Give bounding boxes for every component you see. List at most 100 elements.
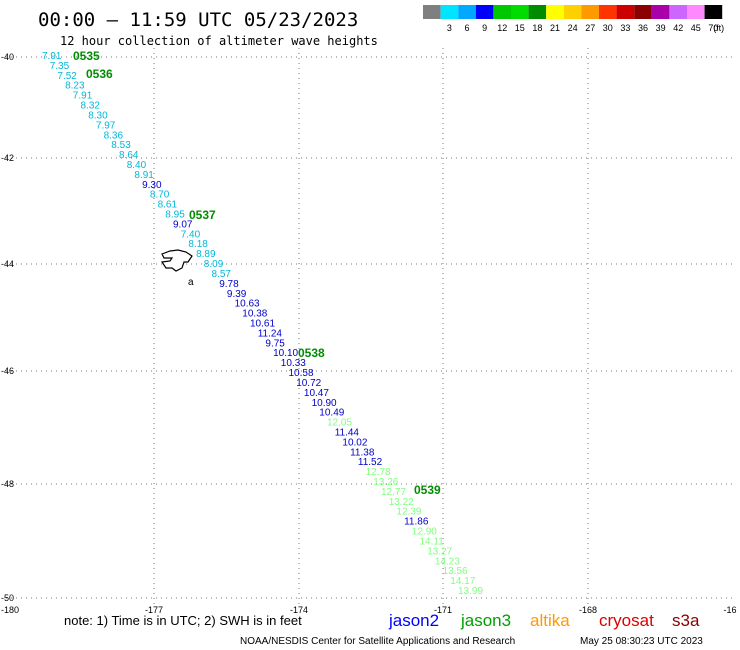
legend-swatch (704, 5, 723, 19)
lat-tick-label: -44 (1, 259, 14, 269)
color-legend: 3 6 9 12 15 18 21 24 27 30 33 36 39 42 45 70(ft) (423, 5, 724, 33)
wave-height-track: 7.917.357.528.237.918.328.307.978.368.53… (42, 51, 483, 597)
time-label: 0536 (86, 67, 113, 81)
footer-note: note: 1) Time is in UTC; 2) SWH is in fe… (64, 613, 302, 628)
lon-tick-label: -180 (1, 605, 19, 615)
legend-swatch (581, 5, 599, 19)
wave-height-label: 9.78 (219, 279, 239, 290)
page-title: 00:00 — 11:59 UTC 05/23/2023 (38, 9, 358, 31)
legend-label: 24 (568, 23, 578, 33)
wave-height-label: 7.91 (42, 51, 62, 62)
legend-swatch (423, 5, 441, 19)
footer-credit: NOAA/NESDIS Center for Satellite Applica… (240, 636, 515, 647)
wave-height-label: 7.91 (73, 91, 93, 102)
satellite-name: cryosat (599, 611, 654, 630)
legend-label: 21 (550, 23, 560, 33)
lon-tick-label: -174 (290, 605, 308, 615)
lat-tick-label: -50 (1, 593, 14, 603)
wave-height-label: 10.63 (235, 299, 260, 310)
wave-height-label: 8.23 (65, 81, 85, 92)
legend-swatch (493, 5, 511, 19)
wave-height-label: 8.61 (158, 200, 178, 211)
page-subtitle: 12 hour collection of altimeter wave hei… (60, 34, 378, 48)
legend-label: 70 (708, 23, 718, 33)
lon-tick-label: -168 (579, 605, 597, 615)
satellite-legend: jason2 jason3 altika cryosat s3a (388, 611, 700, 630)
wave-height-label: 10.90 (312, 398, 337, 409)
wave-height-label: 13.27 (427, 546, 452, 557)
satellite-name: jason3 (460, 611, 511, 630)
time-label: 0535 (73, 49, 100, 63)
wave-height-label: 9.07 (173, 219, 193, 230)
wave-height-label: 9.75 (265, 338, 285, 349)
time-labels: 0535 0536 0537 0538 0539 (73, 49, 441, 497)
wave-height-label: 8.32 (81, 101, 101, 112)
island-outline (160, 249, 193, 272)
legend-label: 42 (673, 23, 683, 33)
legend-label: 27 (585, 23, 595, 33)
wave-height-label: 12.05 (327, 418, 352, 429)
wave-height-label: 13.22 (389, 497, 414, 508)
legend-swatch (440, 5, 459, 19)
wave-height-label: 8.40 (127, 160, 147, 171)
legend-label: 6 (464, 23, 469, 33)
lat-tick-label: -40 (1, 52, 14, 62)
legend-swatch (528, 5, 547, 19)
satellite-name: jason2 (388, 611, 439, 630)
wave-height-label: 11.52 (358, 457, 383, 468)
wave-height-label: 13.26 (373, 477, 398, 488)
wave-height-label: 10.49 (319, 408, 344, 419)
wave-height-label: 12.77 (381, 487, 406, 498)
legend-swatch (458, 5, 476, 19)
legend-label: 30 (603, 23, 613, 33)
time-label: 0538 (298, 346, 325, 360)
legend-swatch (634, 5, 652, 19)
wave-height-label: 7.40 (181, 229, 201, 240)
wave-height-label: 12.39 (396, 507, 421, 518)
legend-label: 12 (497, 23, 507, 33)
lon-tick-label: -16 (723, 605, 736, 615)
wave-height-label: 8.30 (88, 110, 108, 121)
wave-height-label: 11.24 (258, 328, 283, 339)
lon-tick-label: -171 (434, 605, 452, 615)
satellite-name: s3a (672, 611, 700, 630)
wave-height-label: 10.72 (296, 378, 321, 389)
legend-swatch (563, 5, 582, 19)
wave-height-label: 10.61 (250, 319, 275, 330)
legend-swatch (651, 5, 670, 19)
wave-height-label: 9.39 (227, 289, 247, 300)
legend-label: 39 (656, 23, 666, 33)
wave-height-label: 8.91 (134, 170, 154, 181)
legend-label: 18 (532, 23, 542, 33)
wave-height-label: 8.57 (212, 269, 232, 280)
legend-label: 3 (447, 23, 452, 33)
legend-swatch (546, 5, 564, 19)
wave-height-label: 13.56 (443, 566, 468, 577)
legend-unit: (ft) (713, 23, 724, 33)
wave-height-label: 12.90 (412, 527, 437, 538)
lat-tick-label: -46 (1, 366, 14, 376)
legend-swatch (687, 5, 705, 19)
legend-label: 36 (638, 23, 648, 33)
legend-label: 33 (620, 23, 630, 33)
time-label: 0537 (189, 208, 216, 222)
wave-height-label: 7.35 (50, 61, 70, 72)
wave-height-label: 8.53 (111, 140, 131, 151)
wave-height-label: 11.86 (404, 517, 429, 528)
wave-height-label: 10.02 (342, 437, 367, 448)
wave-height-label: 10.10 (273, 348, 298, 359)
satellite-name: altika (530, 611, 570, 630)
footer-timestamp: May 25 08:30:23 UTC 2023 (580, 636, 703, 647)
wave-height-label: 8.64 (119, 150, 139, 161)
wave-height-label: 11.38 (350, 447, 375, 458)
wave-height-label: 11.44 (335, 428, 360, 439)
legend-label: 45 (691, 23, 701, 33)
lat-tick-label: -42 (1, 153, 14, 163)
wave-height-label: 8.89 (196, 249, 216, 260)
wave-height-label: 14.17 (450, 576, 475, 587)
lat-tick-label: -48 (1, 479, 14, 489)
wave-height-label: 14.23 (435, 556, 460, 567)
wave-height-label: 8.70 (150, 190, 170, 201)
wave-height-label: 10.33 (281, 358, 306, 369)
